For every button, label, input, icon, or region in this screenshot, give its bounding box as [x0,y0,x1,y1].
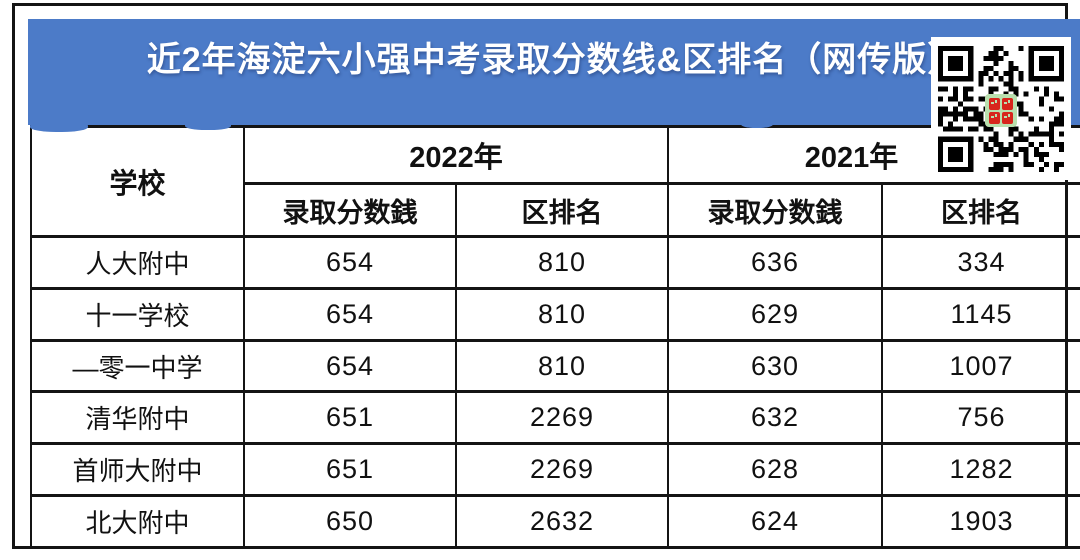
score-2021-header: 录取分数銭 [667,182,884,238]
value-cell: 1007 [881,338,1080,394]
banner-edge-artifact [30,121,88,132]
value-cell: 756 [881,390,1080,446]
sub-header-row: 录取分数銭 区排名 录取分数銭 区排名 [31,182,1080,238]
qr-code [931,37,1071,180]
value-cell: 810 [454,235,670,290]
value-cell: 654 [243,286,457,342]
school-cell: 人大附中 [30,235,245,290]
value-cell: 650 [243,494,457,549]
qr-logo-mark [989,111,1000,124]
qr-center-logo [985,94,1017,127]
table-row: 首师大附中 651 2269 628 1282 [30,442,1080,498]
year-2022-header: 2022年 [242,125,670,185]
value-cell: 624 [667,494,884,549]
rank-2021-header: 区排名 [881,182,1080,238]
value-cell: 654 [243,235,457,290]
scores-table: 学校 2022年 2021年 录取分数銭 区排名 录取分数銭 区排名 人大附中 6… [30,125,1080,549]
value-cell: 810 [454,286,670,342]
school-cell: 首师大附中 [30,442,245,498]
value-cell: 1145 [881,286,1080,342]
school-cell: —零一中学 [30,338,245,394]
table-row: —零一中学 654 810 630 1007 [30,338,1080,394]
page-title: 近2年海淀六小强中考录取分数线&区排名（网传版） [146,41,963,79]
qr-logo-mark [1002,97,1013,110]
value-cell: 2269 [454,442,670,498]
value-cell: 651 [243,390,457,446]
value-cell: 651 [243,442,457,498]
value-cell: 2632 [454,494,670,549]
table-row: 人大附中 654 810 636 334 [30,235,1080,290]
school-cell: 十一学校 [30,286,245,342]
value-cell: 2269 [454,390,670,446]
value-cell: 654 [243,338,457,394]
value-cell: 630 [667,338,884,394]
school-cell: 北大附中 [30,494,245,549]
year-header-row: 学校 2022年 2021年 [30,125,1080,238]
qr-logo-mark [1002,111,1013,124]
value-cell: 632 [667,390,884,446]
table-row: 北大附中 650 2632 624 1903 [30,494,1080,549]
value-cell: 334 [881,235,1080,290]
score-2022-header: 录取分数銭 [243,182,457,238]
school-cell: 清华附中 [30,390,245,446]
banner-edge-artifact [185,121,231,130]
value-cell: 629 [667,286,884,342]
value-cell: 1282 [881,442,1080,498]
value-cell: 636 [667,235,884,290]
qr-logo-mark [989,97,1000,110]
table-row: 十一学校 654 810 629 1145 [30,286,1080,342]
value-cell: 628 [667,442,884,498]
rank-2022-header: 区排名 [454,182,670,238]
value-cell: 1903 [881,494,1080,549]
school-column-header: 学校 [30,125,245,238]
title-banner: 近2年海淀六小强中考录取分数线&区排名（网传版） [28,19,1080,125]
table-row: 清华附中 651 2269 632 756 [30,390,1080,446]
value-cell: 810 [454,338,670,394]
table-frame: 近2年海淀六小强中考录取分数线&区排名（网传版） 学校 2022年 2021年 … [12,3,1080,549]
